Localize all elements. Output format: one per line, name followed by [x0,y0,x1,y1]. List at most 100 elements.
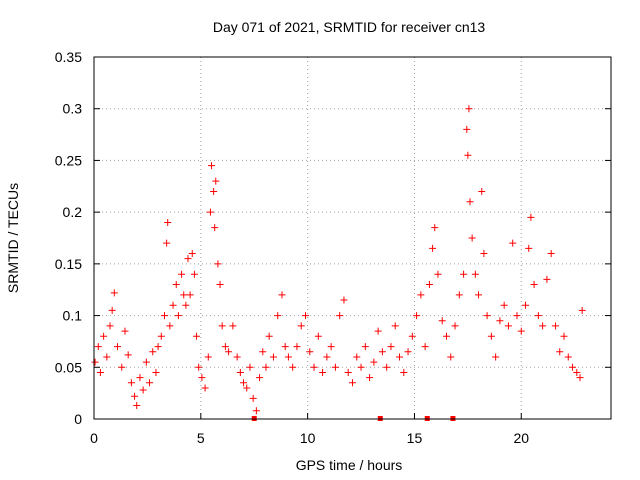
y-tick-label: 0.15 [55,256,82,272]
data-point [178,270,186,278]
data-point [121,327,129,335]
data-point [208,162,215,170]
data-point [447,353,455,361]
data-point [496,317,504,325]
data-point [573,368,581,376]
data-point [438,317,446,325]
x-axis-ticks: 0 5 10 15 20 [90,413,529,446]
data-point [169,301,177,309]
data-point [240,379,248,387]
x-axis-label: GPS time / hours [296,457,403,473]
data-point [366,374,374,382]
data-point [560,332,568,340]
data-point [218,322,226,330]
data-point [487,332,495,340]
data-point [468,234,476,242]
data-point [139,386,147,394]
data-point [431,224,439,232]
data-point [478,187,486,195]
data-point [569,363,577,371]
data-point [256,374,264,382]
data-point [370,358,378,366]
data-point [527,213,535,221]
data-point [492,353,500,361]
data-point [302,312,309,320]
data-point [211,224,219,232]
data-point [206,208,214,216]
y-axis-ticks: 0 0.05 0.1 0.15 0.2 0.25 0.3 0.35 [55,49,611,427]
data-point [289,363,297,371]
data-point [186,291,194,299]
data-point [214,260,222,268]
data-point [127,379,135,387]
data-point [466,198,474,206]
y-axis-label: SRMTID / TECUs [5,183,21,293]
data-point [451,322,459,330]
data-point [374,327,382,335]
data-point [421,343,429,351]
data-point [249,394,257,402]
data-point [504,322,512,330]
data-point [413,312,421,320]
data-point [404,348,412,356]
data-point [259,348,267,356]
data-point [465,105,473,113]
data-point [201,384,209,392]
data-point [182,301,190,309]
data-point [353,353,361,361]
data-point [236,368,244,376]
data-point [460,270,468,278]
data-point [278,291,286,299]
data-point [210,187,218,195]
data-point [118,363,126,371]
data-point [166,322,174,330]
data-point [576,374,584,382]
x-tick-label: 20 [513,430,529,446]
data-point [319,368,327,376]
data-point [146,379,154,387]
data-point [110,289,118,297]
data-point [265,332,273,340]
data-point [152,368,160,376]
y-tick-label: 0.35 [55,49,82,65]
y-tick-label: 0.1 [63,308,83,324]
x-tick-label: 15 [407,430,423,446]
data-points [91,105,586,415]
data-point [184,255,192,263]
data-point [539,322,547,330]
data-point [344,368,352,376]
data-point [149,348,157,356]
data-point [164,218,172,226]
data-point [534,312,542,320]
chart-title: Day 071 of 2021, SRMTID for receiver cn1… [213,19,486,35]
data-point [434,270,442,278]
data-point [157,332,165,340]
data-point [269,353,277,361]
data-point [564,353,572,361]
y-tick-label: 0.3 [63,101,83,117]
data-point [331,363,339,371]
data-point [525,244,533,252]
data-point [106,322,114,330]
data-point [103,353,111,361]
data-point [96,368,104,376]
data-point [464,151,472,159]
data-point [517,327,525,335]
data-point [556,348,564,356]
data-point [229,322,237,330]
data-point [551,322,559,330]
plot-frame [93,56,612,420]
data-point [310,363,318,371]
data-point [246,363,254,371]
data-point [383,363,391,371]
data-point [361,343,369,351]
data-point [396,353,403,361]
data-point [429,244,437,252]
data-point [190,270,198,278]
data-point [543,275,551,283]
data-point [349,379,356,387]
data-point [136,374,144,382]
data-point [216,281,224,289]
data-point [425,281,433,289]
